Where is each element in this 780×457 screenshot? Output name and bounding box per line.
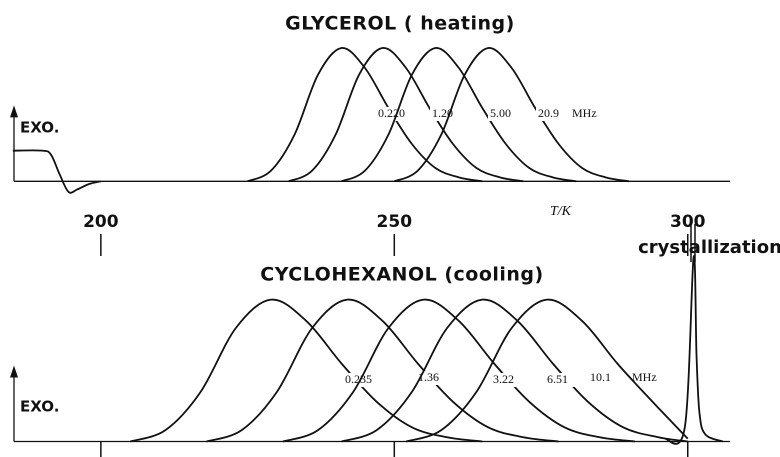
label-bg: [488, 107, 518, 121]
x-axis-label: T/K: [550, 204, 572, 219]
arrow-head: [10, 105, 18, 118]
curve: [282, 298, 636, 443]
curve: [663, 255, 724, 445]
y-axis-label: EXO.: [20, 119, 59, 137]
label-bg: [536, 107, 566, 121]
series-label: 6.51: [547, 372, 568, 386]
series-label: 10.1: [590, 370, 611, 384]
unit-label: MHz: [632, 370, 657, 384]
x-tick-label: 200: [83, 212, 119, 232]
curve: [341, 47, 577, 183]
curve: [247, 47, 483, 183]
chart-title: CYCLOHEXANOL (cooling): [260, 264, 543, 286]
x-tick-label: 250: [377, 212, 413, 232]
series-label: 5.00: [490, 106, 511, 120]
label-bg: [491, 373, 521, 387]
label-bg: [545, 373, 575, 387]
label-bg: [588, 371, 618, 385]
x-tick-label: 300: [670, 212, 706, 232]
label-bg: [430, 107, 460, 121]
chart-title: GLYCEROL ( heating): [285, 13, 515, 35]
series-label: 0.235: [345, 372, 372, 386]
curve: [206, 298, 559, 443]
y-axis-label: EXO.: [20, 398, 59, 416]
label-bg: [343, 373, 373, 387]
series-label: 20.9: [538, 106, 559, 120]
curve: [405, 298, 689, 443]
series-label: 3.22: [493, 372, 514, 386]
arrow-head: [10, 365, 18, 378]
series-label: 0.220: [378, 106, 405, 120]
curve: [393, 47, 630, 183]
annotation: crystallization: [638, 237, 780, 258]
label-bg: [416, 371, 446, 385]
curve: [288, 47, 524, 183]
unit-label: MHz: [572, 106, 597, 120]
curve: [129, 298, 483, 443]
curve: [12, 149, 102, 194]
